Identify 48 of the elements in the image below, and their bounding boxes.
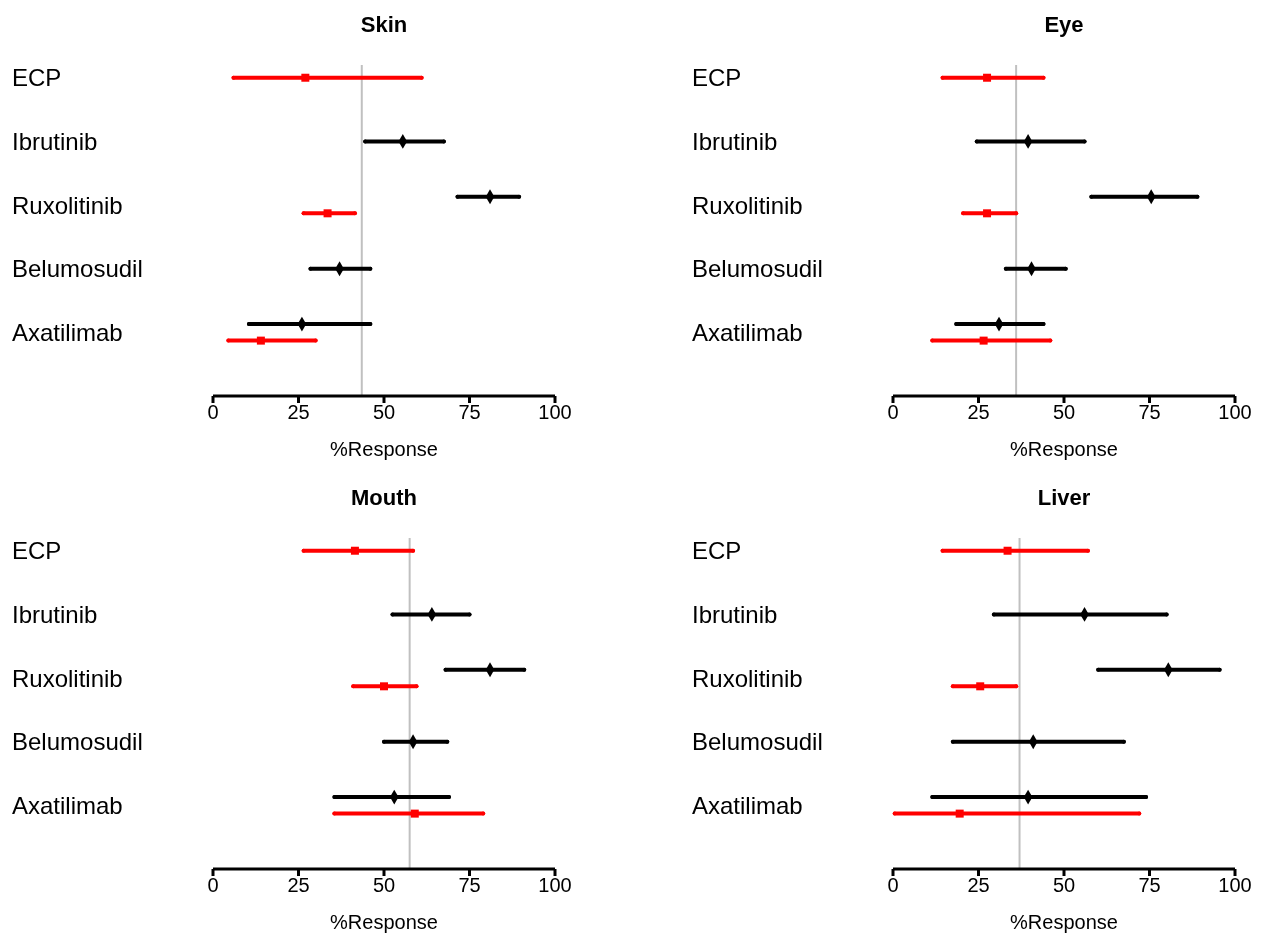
x-tick-label: 0: [887, 874, 899, 897]
y-tick-label: Belumosudil: [692, 255, 823, 283]
y-tick-label: ECP: [692, 64, 742, 92]
x-tick-label: 100: [1218, 401, 1252, 424]
y-tick-label: Ibrutinib: [12, 127, 98, 155]
x-tick-label: 100: [538, 874, 572, 897]
x-axis-title: %Response: [1010, 911, 1118, 933]
y-tick-label: Ruxolitinib: [12, 191, 123, 219]
x-axis-title: %Response: [330, 911, 438, 933]
x-tick-label: 25: [967, 874, 990, 897]
x-tick-label: 75: [458, 874, 481, 897]
y-tick-label: Axatilimab: [12, 318, 123, 346]
chart-title: Eye: [1043, 11, 1085, 39]
x-tick-label: 50: [372, 401, 396, 424]
x-axis-title: %Response: [330, 438, 438, 460]
x-tick-label: 25: [967, 401, 990, 424]
y-tick-label: Ruxolitinib: [692, 191, 803, 219]
x-axis-title: %Response: [1010, 438, 1118, 460]
y-tick-label: Belumosudil: [692, 728, 823, 756]
x-tick-label: 75: [458, 401, 481, 424]
y-tick-label: Belumosudil: [12, 728, 143, 756]
y-tick-label: Ruxolitinib: [12, 664, 123, 692]
y-tick-label: Ruxolitinib: [692, 664, 803, 692]
x-tick-label: 75: [1138, 401, 1161, 424]
x-tick-label: 0: [207, 874, 219, 897]
y-tick-label: Belumosudil: [12, 255, 143, 283]
x-tick-label: 100: [1218, 874, 1252, 897]
chart-title: Liver: [1036, 484, 1092, 512]
x-tick-label: 50: [372, 874, 396, 897]
x-tick-label: 75: [1138, 874, 1161, 897]
y-tick-label: ECP: [12, 537, 62, 565]
y-tick-label: ECP: [692, 537, 742, 565]
x-tick-label: 100: [538, 401, 572, 424]
x-tick-label: 50: [1052, 874, 1076, 897]
x-tick-label: 0: [207, 401, 219, 424]
chart-title: Skin: [359, 11, 409, 39]
y-tick-label: Axatilimab: [692, 318, 803, 346]
chart-title: Mouth: [350, 484, 418, 512]
y-tick-label: Ibrutinib: [692, 127, 778, 155]
y-tick-label: Axatilimab: [12, 791, 123, 819]
y-tick-label: Ibrutinib: [12, 600, 98, 628]
y-tick-label: Ibrutinib: [692, 600, 778, 628]
y-tick-label: Axatilimab: [692, 791, 803, 819]
x-tick-label: 50: [1052, 401, 1076, 424]
y-tick-label: ECP: [12, 64, 62, 92]
x-tick-label: 25: [287, 874, 310, 897]
x-tick-label: 25: [287, 401, 310, 424]
x-tick-label: 0: [887, 401, 899, 424]
